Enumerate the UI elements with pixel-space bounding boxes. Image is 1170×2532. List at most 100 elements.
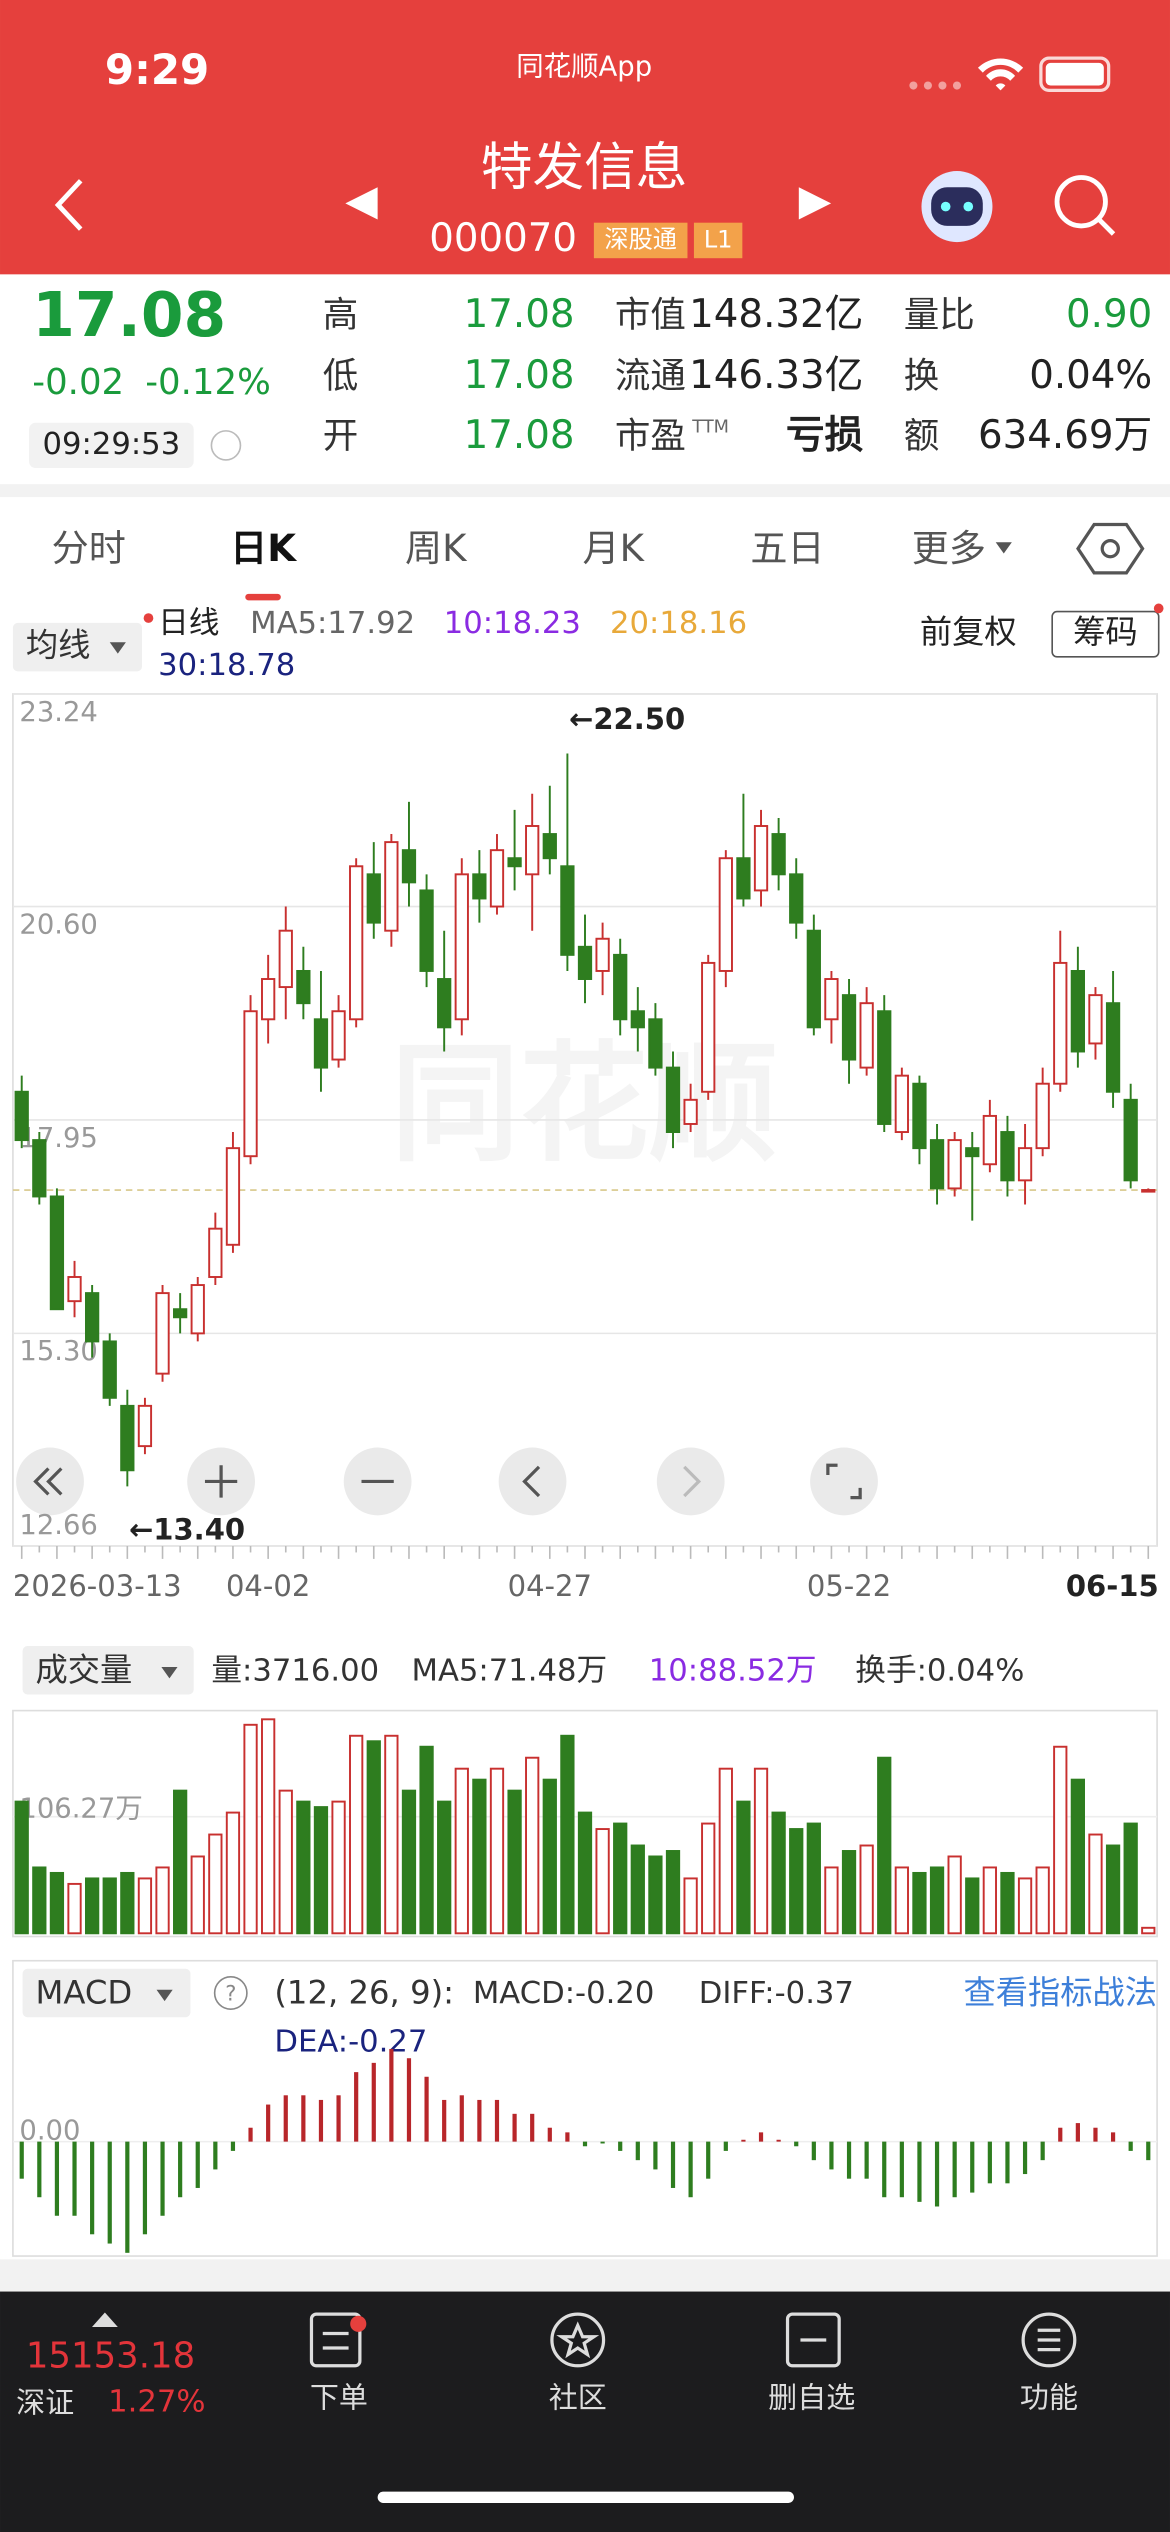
annotation: ←13.40 (129, 1513, 245, 1547)
candle-body (912, 1082, 927, 1150)
candle-body (120, 1404, 135, 1472)
macd-bar (688, 2141, 693, 2198)
candle-body (542, 833, 557, 860)
nav-item[interactable]: 下单 (310, 2381, 368, 2415)
macd-bar (494, 2099, 500, 2142)
nav-item[interactable]: 删自选 (768, 2381, 855, 2415)
macd-bar (1093, 2127, 1098, 2142)
volume-bar (1123, 1822, 1138, 1935)
macd-bar (776, 2139, 781, 2142)
y-tick-label: 23.24 (19, 697, 98, 728)
macd-button[interactable] (22, 1968, 191, 2018)
badge-text: 深股通 (604, 225, 677, 253)
help-mark: ? (225, 1982, 236, 2006)
next-stock[interactable] (798, 187, 832, 220)
tab[interactable]: 更多 (912, 527, 986, 570)
volume-bar (824, 1866, 839, 1935)
macd-bar (459, 2095, 464, 2142)
candle-body (736, 857, 751, 900)
candle-body (349, 865, 364, 1021)
legend-item: DEA:-0.27 (274, 2025, 427, 2060)
field-value: 17.08 (464, 353, 575, 398)
volume-bar (595, 1828, 610, 1935)
volume-bar (525, 1756, 540, 1935)
macd-bar (213, 2141, 218, 2170)
tab[interactable]: 周K (405, 527, 468, 570)
macd-bar (125, 2141, 130, 2253)
macd-bar (829, 2141, 834, 2170)
macd-bar (1040, 2141, 1045, 2161)
volume-bar (1088, 1833, 1103, 1935)
macd-bar (195, 2141, 200, 2188)
legend-item: 日线 (158, 606, 219, 641)
nav-item[interactable]: 功能 (1020, 2381, 1078, 2415)
field-value: 0.90 (1066, 292, 1152, 337)
candle-body (384, 841, 399, 932)
volume-bar (806, 1822, 821, 1935)
volume-bar (1017, 1877, 1033, 1935)
field-label: 换 (904, 356, 940, 397)
up-arrow (91, 2312, 118, 2328)
candle-body (67, 1276, 82, 1303)
adjust[interactable]: 前复权 (920, 613, 1017, 651)
prev-stock[interactable] (345, 187, 378, 220)
search-icon[interactable] (1054, 175, 1116, 236)
macd-bar (266, 2104, 271, 2142)
volume-bar (771, 1811, 786, 1935)
volume-bar (472, 1778, 487, 1935)
macd-bar (371, 2062, 376, 2142)
chart-controls[interactable] (16, 1447, 878, 1516)
assistant-icon[interactable] (921, 171, 993, 243)
volume-bar (296, 1800, 311, 1935)
ma-button[interactable] (12, 622, 143, 672)
field-label: 市盈 (615, 415, 686, 456)
nav-item[interactable]: 社区 (549, 2381, 607, 2415)
macd-bar (723, 2141, 728, 2151)
home-indicator (377, 2491, 794, 2503)
dot (350, 2315, 367, 2332)
app-name: 同花顺App (516, 51, 652, 82)
settings-icon[interactable] (1076, 522, 1145, 575)
tab[interactable]: 日K (230, 527, 297, 570)
field-value: 17.08 (464, 413, 575, 458)
macd-bar (987, 2141, 992, 2184)
price: 17.08 (32, 280, 226, 351)
tab[interactable]: 月K (583, 527, 646, 570)
chips-button[interactable] (1051, 610, 1160, 658)
macd-bar (899, 2141, 904, 2198)
control-icons (33, 1463, 862, 1500)
candle-body (630, 1010, 645, 1029)
macd-bar (72, 2141, 77, 2216)
macd-bar (1058, 2127, 1063, 2142)
volume-bar (208, 1833, 223, 1935)
help-icon[interactable] (213, 1976, 248, 2010)
legend-item: DIFF:-0.37 (699, 1976, 854, 2011)
macd-bar (758, 2132, 764, 2142)
nav-icons[interactable] (309, 2312, 1077, 2368)
volume-bar (1105, 1844, 1121, 1935)
macd-bar (248, 2127, 253, 2142)
candle-body (296, 969, 311, 1005)
tab-underline (245, 593, 281, 601)
dropdown-caret (995, 542, 1012, 554)
macd-bar (160, 2141, 165, 2216)
chips: 筹码 (1073, 613, 1138, 651)
volume-bar (261, 1718, 276, 1935)
tab[interactable]: 五日 (750, 527, 824, 570)
candle-body (789, 873, 804, 924)
badge-text: L1 (704, 225, 733, 253)
candle-body (560, 865, 575, 956)
volume-bar (753, 1767, 769, 1935)
field-value: 148.32亿 (689, 292, 863, 337)
info-icon[interactable] (210, 430, 242, 461)
x-tick-label: 04-02 (226, 1569, 310, 1603)
volume-button[interactable] (22, 1646, 194, 1695)
volume-bar (859, 1844, 874, 1935)
back-button[interactable] (54, 179, 83, 231)
volume-bar (366, 1740, 381, 1935)
tab[interactable]: 分时 (52, 527, 126, 570)
macd-bar (582, 2141, 588, 2147)
stock-name: 特发信息 (481, 138, 688, 198)
badge (693, 222, 743, 259)
indicator-link[interactable]: 查看指标战法 (963, 1974, 1157, 2012)
